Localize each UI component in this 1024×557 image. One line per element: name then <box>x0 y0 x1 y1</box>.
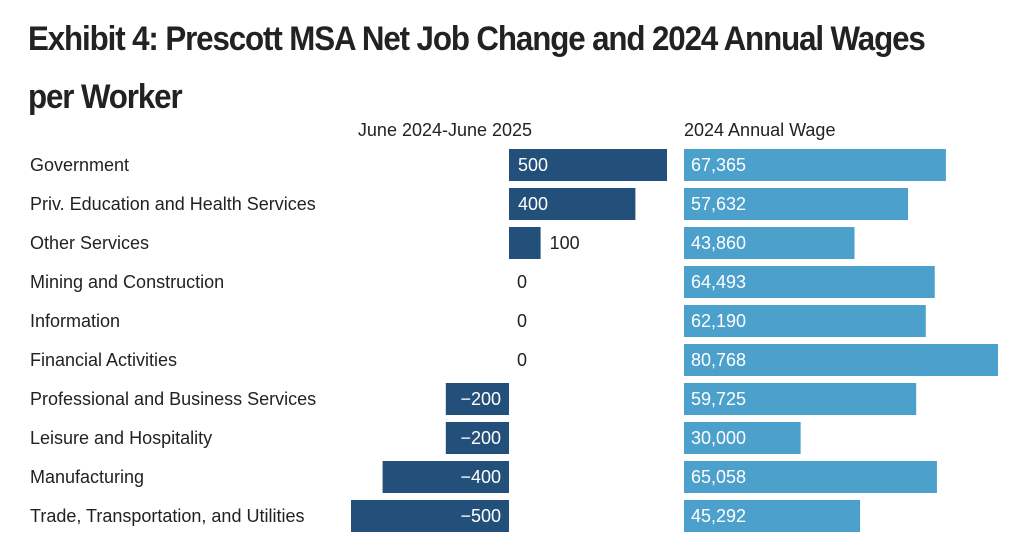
job-change-bar <box>509 227 541 259</box>
wage-label: 65,058 <box>691 467 746 487</box>
wage-label: 57,632 <box>691 194 746 214</box>
category-label: Financial Activities <box>30 350 177 370</box>
wage-bar <box>684 500 861 532</box>
job-change-label: −200 <box>460 389 501 409</box>
job-change-bar <box>351 500 509 532</box>
job-change-bar <box>509 188 636 220</box>
wage-label: 43,860 <box>691 233 746 253</box>
wage-bar <box>684 188 909 220</box>
wage-label: 80,768 <box>691 350 746 370</box>
wage-bar <box>684 227 855 259</box>
header-annual-wage: 2024 Annual Wage <box>684 120 835 140</box>
wage-bar <box>684 344 998 376</box>
job-change-bar <box>445 383 509 415</box>
wage-label: 59,725 <box>691 389 746 409</box>
category-label: Priv. Education and Health Services <box>30 194 316 214</box>
job-change-label: 0 <box>517 272 527 292</box>
job-change-label: −500 <box>460 506 501 526</box>
job-change-bar <box>445 422 509 454</box>
category-label: Manufacturing <box>30 467 144 487</box>
job-change-label: 0 <box>517 311 527 331</box>
wage-label: 67,365 <box>691 155 746 175</box>
job-change-label: −200 <box>460 428 501 448</box>
wage-bar <box>684 149 946 181</box>
category-label: Leisure and Hospitality <box>30 428 212 448</box>
wage-label: 64,493 <box>691 272 746 292</box>
wage-bar <box>684 383 917 415</box>
wage-label: 62,190 <box>691 311 746 331</box>
category-label: Trade, Transportation, and Utilities <box>30 506 304 526</box>
wage-bar <box>684 305 926 337</box>
category-label: Government <box>30 155 129 175</box>
job-change-label: 100 <box>550 233 580 253</box>
job-change-bar <box>382 461 509 493</box>
job-change-label: −400 <box>460 467 501 487</box>
job-change-label: 0 <box>517 350 527 370</box>
chart-title: Exhibit 4: Prescott MSA Net Job Change a… <box>28 20 926 116</box>
header-job-change: June 2024-June 2025 <box>358 120 532 140</box>
category-label: Other Services <box>30 233 149 253</box>
wage-bar <box>684 266 935 298</box>
wage-bar <box>684 461 937 493</box>
wage-bar <box>684 422 801 454</box>
category-label: Mining and Construction <box>30 272 224 292</box>
job-change-label: 400 <box>518 194 548 214</box>
category-label: Information <box>30 311 120 331</box>
wage-label: 45,292 <box>691 506 746 526</box>
job-change-label: 500 <box>518 155 548 175</box>
category-label: Professional and Business Services <box>30 389 316 409</box>
job-change-bar <box>509 149 667 181</box>
wage-label: 30,000 <box>691 428 746 448</box>
